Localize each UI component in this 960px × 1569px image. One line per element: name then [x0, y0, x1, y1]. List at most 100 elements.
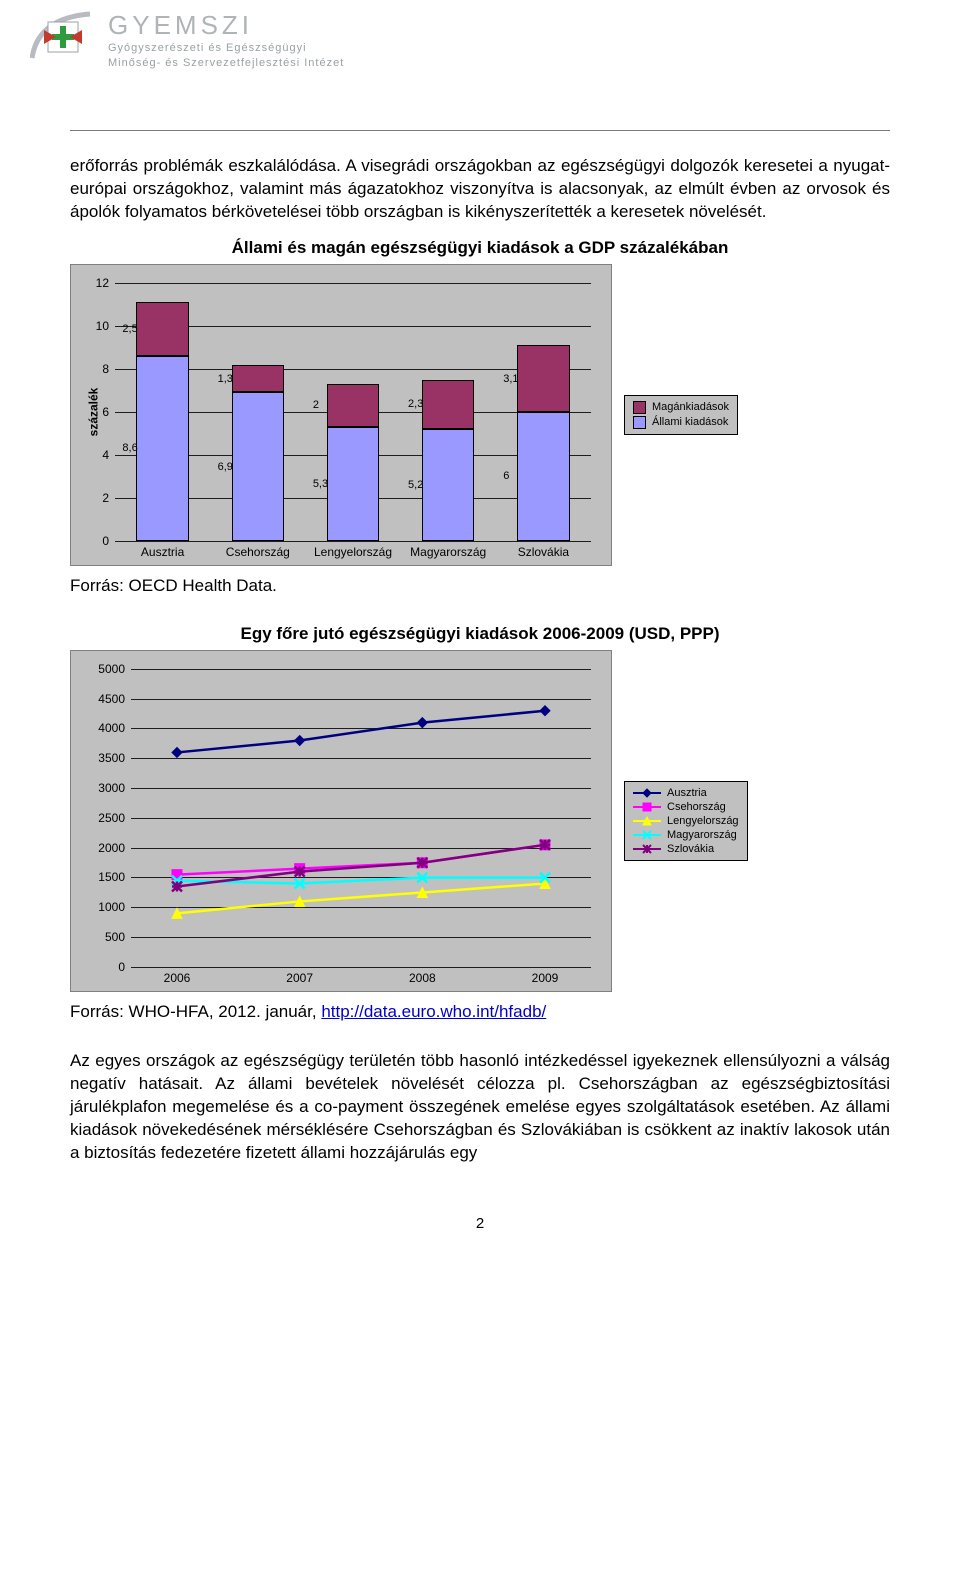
chart1-bar	[136, 356, 188, 541]
chart1-plot-area: százalék 0246810128,62,5Ausztria6,91,3Cs…	[115, 283, 591, 541]
chart1-bar-label: 8,6	[122, 442, 137, 454]
chart2-legend-item: Szlovákia	[633, 842, 739, 856]
chart2-series-marker	[295, 735, 305, 745]
chart2-xtick: 2008	[409, 971, 436, 985]
chart1-ytick: 12	[96, 276, 109, 290]
chart2-ytick: 1500	[98, 870, 125, 884]
chart2-ytick: 2500	[98, 811, 125, 825]
legend-label: Szlovákia	[667, 843, 714, 855]
legend-label: Csehország	[667, 801, 726, 813]
chart1-ytick: 6	[102, 405, 109, 419]
chart2-ytick: 3500	[98, 751, 125, 765]
chart1-ytick: 10	[96, 319, 109, 333]
chart1-bar	[422, 429, 474, 541]
chart1-bar	[327, 384, 379, 427]
chart2-ytick: 4500	[98, 692, 125, 706]
chart1-bar-label: 2,3	[408, 398, 423, 410]
chart1-bar-label: 3,1	[503, 373, 518, 385]
brand-logo	[30, 8, 94, 72]
chart2-xtick: 2006	[164, 971, 191, 985]
chart2-ytick: 1000	[98, 900, 125, 914]
chart2-source: Forrás: WHO-HFA, 2012. január, http://da…	[70, 1002, 890, 1022]
chart1-bar	[136, 302, 188, 356]
brand-name: GYEMSZI	[108, 10, 344, 41]
chart1-xtick: Ausztria	[141, 545, 184, 559]
chart1-source: Forrás: OECD Health Data.	[70, 576, 890, 596]
chart1-ytick: 8	[102, 362, 109, 376]
chart1-legend-item: Magánkiadások	[633, 400, 729, 415]
header-rule	[70, 130, 890, 131]
chart2-legend-item: Ausztria	[633, 786, 739, 800]
chart2-source-link[interactable]: http://data.euro.who.int/hfadb/	[321, 1002, 546, 1021]
chart1-legend: Magánkiadások Állami kiadások	[624, 395, 738, 435]
legend-marker	[633, 829, 661, 841]
chart2-series-marker	[295, 866, 305, 876]
chart2-ytick: 4000	[98, 721, 125, 735]
chart1-ytick: 4	[102, 448, 109, 462]
chart2-ytick: 3000	[98, 781, 125, 795]
legend-label: Magánkiadások	[652, 401, 729, 413]
chart2-source-prefix: Forrás: WHO-HFA, 2012. január,	[70, 1002, 321, 1021]
chart1-xtick: Lengyelország	[314, 545, 392, 559]
chart2-legend-item: Lengyelország	[633, 814, 739, 828]
chart2-ytick: 0	[118, 960, 125, 974]
chart2-ytick: 500	[105, 930, 125, 944]
chart1-gridline	[115, 283, 591, 284]
chart1-y-axis-title: százalék	[86, 387, 100, 436]
legend-marker	[633, 801, 661, 813]
chart1-xtick: Csehország	[226, 545, 290, 559]
chart2-frame: 0 500 1000 1500 2000 2500 3000 3500 4000 4500 5000…	[70, 650, 612, 992]
chart2-ytick: 2000	[98, 841, 125, 855]
chart1-bar	[517, 345, 569, 412]
chart1-bar	[517, 412, 569, 541]
chart2-title: Egy főre jutó egészségügyi kiadások 2006…	[70, 624, 890, 644]
page-header: GYEMSZI Gyógyszerészeti és Egészségügyi …	[0, 0, 960, 82]
chart1-bar-label: 1,3	[218, 373, 233, 385]
chart1-bar-label: 5,2	[408, 479, 423, 491]
legend-swatch	[633, 401, 646, 414]
chart1-ytick: 0	[102, 534, 109, 548]
legend-marker	[633, 787, 661, 799]
chart1-xtick: Szlovákia	[518, 545, 569, 559]
legend-label: Magyarország	[667, 829, 737, 841]
chart1-frame: százalék 0246810128,62,5Ausztria6,91,3Cs…	[70, 264, 612, 566]
chart2-series-marker	[540, 840, 550, 850]
chart1-title: Állami és magán egészségügyi kiadások a …	[70, 238, 890, 258]
chart1: százalék 0246810128,62,5Ausztria6,91,3Cs…	[70, 264, 890, 566]
paragraph-2: Az egyes országok az egészségügy terület…	[70, 1050, 890, 1165]
chart2-ytick: 5000	[98, 662, 125, 676]
chart1-legend-item: Állami kiadások	[633, 415, 729, 430]
chart2-legend-item: Magyarország	[633, 828, 739, 842]
chart2-series-marker	[540, 706, 550, 716]
legend-marker	[633, 843, 661, 855]
chart2-plot-area: 0500100015002000250030003500400045005000…	[131, 669, 591, 967]
chart1-bar	[232, 365, 284, 393]
chart2-xtick: 2007	[286, 971, 313, 985]
chart2-xtick: 2009	[532, 971, 559, 985]
chart1-bar-label: 2,5	[122, 323, 137, 335]
chart2: 0 500 1000 1500 2000 2500 3000 3500 4000 4500 5000…	[70, 650, 890, 992]
chart2-series-marker	[172, 881, 182, 891]
legend-swatch	[633, 416, 646, 429]
paragraph-1: erőforrás problémák eszkalálódása. A vis…	[70, 155, 890, 224]
legend-label: Állami kiadások	[652, 416, 728, 428]
chart1-bar-label: 6	[503, 470, 509, 482]
chart1-xtick: Magyarország	[410, 545, 486, 559]
chart2-legend: Ausztria Csehország Lengyelország Magyarors…	[624, 781, 748, 861]
chart2-series-marker	[172, 747, 182, 757]
legend-label: Ausztria	[667, 787, 707, 799]
brand-text: GYEMSZI Gyógyszerészeti és Egészségügyi …	[108, 10, 344, 70]
chart2-series-line	[177, 711, 545, 753]
chart1-bar	[327, 427, 379, 541]
chart2-series-line	[177, 883, 545, 913]
legend-marker	[633, 815, 661, 827]
chart1-bar	[422, 380, 474, 429]
legend-label: Lengyelország	[667, 815, 739, 827]
chart2-legend-item: Csehország	[633, 800, 739, 814]
chart2-series-marker	[417, 717, 427, 727]
chart1-bar	[232, 392, 284, 540]
brand-sub1: Gyógyszerészeti és Egészségügyi	[108, 41, 344, 55]
chart2-series-line	[177, 845, 545, 875]
chart1-gridline	[115, 541, 591, 542]
chart1-bar-label: 6,9	[218, 461, 233, 473]
